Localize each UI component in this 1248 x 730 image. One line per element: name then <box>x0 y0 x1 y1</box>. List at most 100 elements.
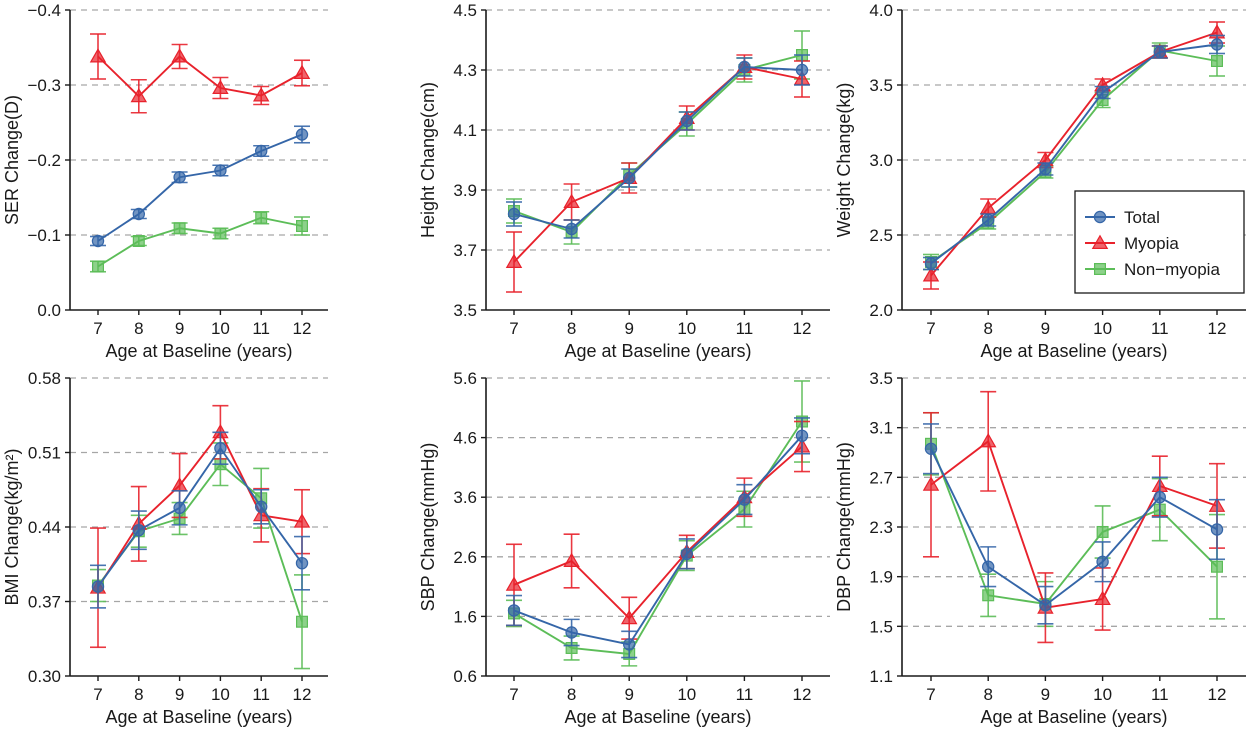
series-line <box>513 54 803 234</box>
x-tick-label: 10 <box>211 685 230 704</box>
y-tick-label: 0.51 <box>28 444 61 463</box>
series-line <box>97 55 303 98</box>
legend-label: Non−myopia <box>1124 260 1220 279</box>
x-tick-label: 8 <box>983 319 992 338</box>
y-tick-label: 2.5 <box>869 226 893 245</box>
data-point <box>738 60 751 74</box>
data-point <box>89 48 107 63</box>
y-tick-label: 3.1 <box>869 419 893 438</box>
y-tick-label: 1.5 <box>869 617 893 636</box>
series-line <box>930 439 1218 609</box>
x-tick-label: 9 <box>624 319 633 338</box>
y-tick-label: 4.1 <box>453 121 477 140</box>
y-tick-label: 3.7 <box>453 241 477 260</box>
x-tick-label: 10 <box>211 319 230 338</box>
data-point <box>1039 162 1052 176</box>
data-point <box>132 235 145 248</box>
data-point <box>507 604 521 617</box>
data-point <box>214 164 227 177</box>
data-point <box>563 552 580 567</box>
x-tick-label: 8 <box>134 685 143 704</box>
series-total <box>923 34 1225 271</box>
data-point <box>623 638 636 651</box>
data-point <box>91 260 104 273</box>
series-line <box>97 133 303 242</box>
series-non-myopia <box>923 411 1225 628</box>
x-tick-label: 11 <box>1151 319 1169 338</box>
x-tick-label: 12 <box>293 685 312 704</box>
series-myopia <box>89 404 311 649</box>
y-tick-label: 2.3 <box>869 518 893 537</box>
series-total <box>506 54 810 239</box>
y-tick-label: 0.44 <box>28 518 61 537</box>
x-tick-label: 12 <box>793 685 812 704</box>
y-tick-label: 0.37 <box>28 593 61 612</box>
data-point <box>620 609 638 625</box>
data-point <box>1039 599 1052 612</box>
x-tick-label: 7 <box>509 685 518 704</box>
x-tick-label: 7 <box>926 685 935 704</box>
series-line <box>930 448 1218 607</box>
legend-label: Total <box>1124 208 1160 227</box>
series-myopia <box>89 33 311 114</box>
data-point <box>922 267 940 282</box>
x-tick-label: 8 <box>567 319 576 338</box>
legend-label: Myopia <box>1124 234 1179 253</box>
panel-height: 3.5 3.7 3.9 4.1 4.3 4.5 7 8 9 10 11 12 Age at Baseli… <box>418 1 830 361</box>
data-point <box>680 114 694 128</box>
series-myopia <box>505 54 811 293</box>
legend-marker <box>1091 234 1109 249</box>
y-axis-title: DBP Change(mmHg) <box>834 442 854 612</box>
x-tick-label: 11 <box>736 685 754 704</box>
data-point <box>252 87 270 102</box>
data-point <box>293 513 311 528</box>
y-tick-label: 0.0 <box>37 301 61 320</box>
x-tick-label: 10 <box>677 319 696 338</box>
data-point <box>1096 555 1109 568</box>
y-tick-label: 0.6 <box>453 667 477 686</box>
data-point <box>1210 560 1223 573</box>
x-tick-label: 10 <box>677 685 696 704</box>
series-line <box>930 443 1218 606</box>
y-tick-label: −0.3 <box>27 76 61 95</box>
x-tick-label: 11 <box>252 685 270 704</box>
series-line <box>97 216 303 268</box>
y-tick-label: 5.6 <box>453 369 477 388</box>
data-point <box>795 63 809 77</box>
data-point <box>738 493 751 506</box>
data-point <box>982 560 995 573</box>
data-point <box>173 222 186 235</box>
legend-marker <box>1093 263 1106 276</box>
data-point <box>1210 38 1224 51</box>
y-tick-label: 0.58 <box>28 369 61 388</box>
x-tick-label: 11 <box>252 319 270 338</box>
y-tick-label: 1.1 <box>869 667 893 686</box>
series-total <box>923 423 1225 625</box>
y-tick-label: 4.6 <box>453 429 477 448</box>
y-tick-label: 0.30 <box>28 667 61 686</box>
data-point <box>214 227 227 240</box>
y-tick-label: 3.5 <box>869 76 893 95</box>
series-line <box>930 31 1218 277</box>
data-point <box>680 547 694 561</box>
data-point <box>173 171 186 184</box>
y-tick-label: 3.5 <box>453 301 477 320</box>
data-point <box>171 48 188 63</box>
data-point <box>295 128 309 141</box>
series-total <box>506 417 810 659</box>
series-line <box>930 43 1218 265</box>
series-non-myopia <box>506 30 810 245</box>
data-point <box>212 79 229 95</box>
x-axis-title: Age at Baseline (years) <box>105 707 292 727</box>
data-point <box>1096 86 1109 99</box>
series-total <box>90 125 310 248</box>
y-tick-label: 4.3 <box>453 61 477 80</box>
data-point <box>255 211 268 224</box>
data-point <box>507 207 521 221</box>
series-line <box>513 420 803 655</box>
series-line <box>513 65 803 263</box>
x-tick-label: 8 <box>567 685 576 704</box>
y-tick-label: −0.4 <box>27 1 61 20</box>
x-tick-label: 9 <box>624 685 633 704</box>
